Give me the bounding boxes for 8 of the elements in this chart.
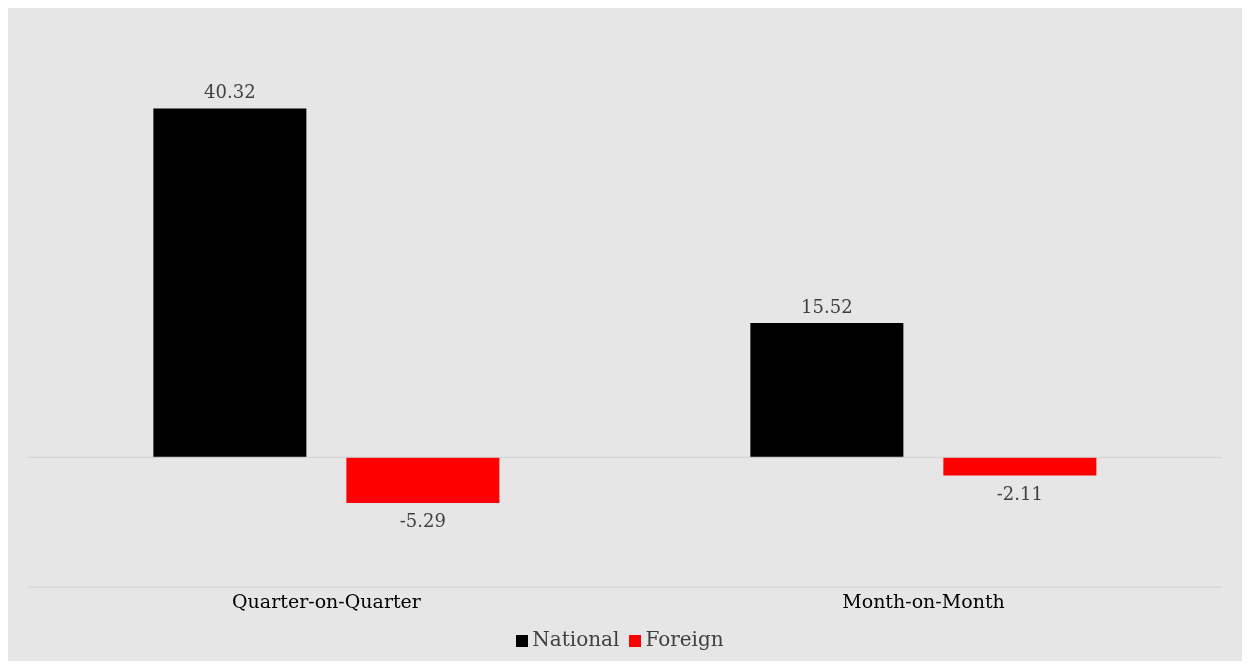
- legend-label: National: [532, 627, 620, 651]
- data-label: -5.29: [399, 510, 446, 532]
- legend-label: Foreign: [645, 627, 724, 651]
- x-tick-label: Month-on-Month: [842, 590, 1005, 613]
- data-label: 40.32: [204, 81, 256, 103]
- data-label: 15.52: [801, 296, 853, 317]
- data-label: -2.11: [996, 482, 1043, 504]
- x-tick-label: Quarter-on-Quarter: [232, 590, 422, 613]
